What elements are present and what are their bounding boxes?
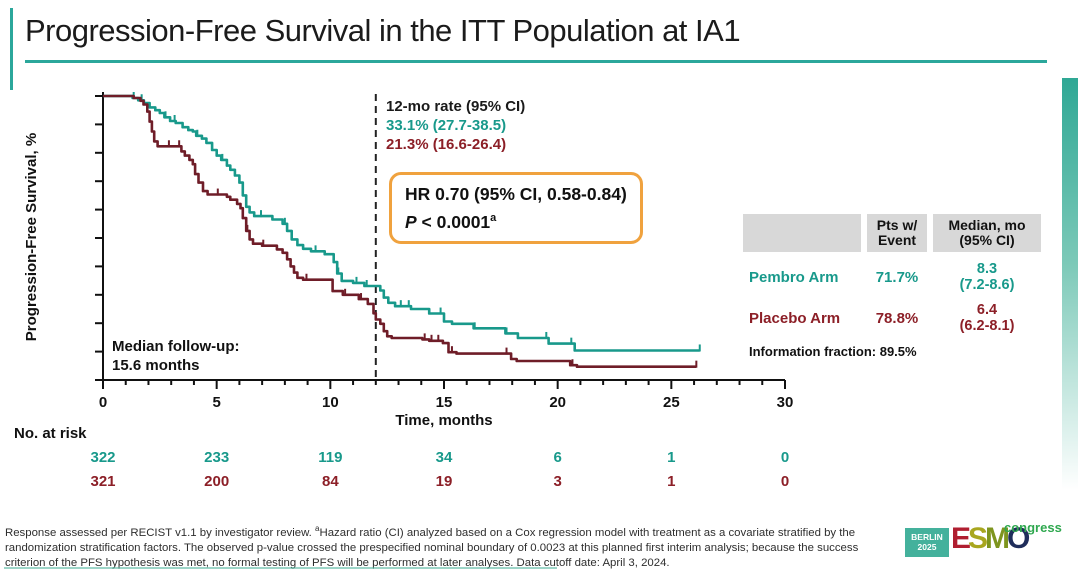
esmo-letter: O: [1007, 522, 1030, 555]
x-tick-label: 25: [663, 394, 680, 411]
footnote-line1: Response assessed per RECIST v1.1 by inv…: [5, 524, 856, 539]
at-risk-count: 0: [780, 449, 790, 466]
table-row-pembro: Pembro Arm 71.7% 8.3 (7.2-8.6): [743, 261, 1043, 293]
12mo-rate-annotation: 12-mo rate (95% CI) 33.1% (27.7-38.5) 21…: [386, 97, 525, 154]
pembro-median: 8.3 (7.2-8.6): [959, 261, 1015, 293]
summary-table-header: Pts w/ Event Median, mo (95% CI): [743, 214, 1043, 252]
pembro-arm-label: Pembro Arm: [749, 268, 839, 286]
summary-table: Pts w/ Event Median, mo (95% CI) Pembro …: [743, 214, 1043, 359]
x-tick-label: 10: [322, 394, 339, 411]
x-tick-label: 15: [436, 394, 453, 411]
esmo-letter: S: [968, 522, 988, 555]
esmo-congress-logo: BERLIN 2025 ESMO congress: [905, 520, 1065, 560]
footnote-line3: criterion of the PFS hypothesis was met,…: [5, 556, 670, 569]
header-pts-w-event: Pts w/ Event: [867, 214, 927, 252]
hr-value: HR 0.70 (95% CI, 0.58-0.84): [405, 184, 627, 204]
12mo-rate-title: 12-mo rate (95% CI): [386, 98, 526, 115]
no-at-risk-label: No. at risk: [14, 425, 87, 442]
berlin-2025-badge: BERLIN 2025: [905, 528, 949, 557]
at-risk-count: 233: [204, 449, 230, 466]
esmo-letter: E: [951, 522, 971, 555]
page-title: Progression-Free Survival in the ITT Pop…: [25, 13, 741, 48]
12mo-rate-pembro: 33.1% (27.7-38.5): [386, 117, 507, 134]
title-underline: [25, 60, 1047, 63]
at-risk-row-pembro: 322 233 119 34 6 1 0: [0, 449, 1080, 467]
footnote-line2: randomization stratification factors. Th…: [5, 541, 859, 554]
at-risk-count: 200: [204, 473, 230, 490]
pembro-event-pct: 71.7%: [875, 268, 919, 286]
placebo-event-pct: 78.8%: [875, 309, 919, 327]
at-risk-count: 321: [90, 473, 116, 490]
placebo-arm-label: Placebo Arm: [749, 309, 841, 327]
x-axis-label: Time, months: [395, 412, 493, 429]
median-followup-note: Median follow-up: 15.6 months: [112, 338, 240, 374]
x-tick-label: 0: [99, 394, 107, 411]
kaplan-meier-chart: 0102030405060708090100051015202530: [95, 91, 794, 411]
x-tick-label: 20: [549, 394, 566, 411]
at-risk-count: 1: [667, 449, 676, 466]
congress-label: congress: [1004, 520, 1062, 535]
at-risk-count: 84: [321, 473, 339, 490]
at-risk-row-placebo: 321 200 84 19 3 1 0: [0, 473, 1080, 491]
at-risk-count: 34: [435, 449, 453, 466]
at-risk-count: 3: [553, 473, 562, 490]
at-risk-count: 6: [553, 449, 562, 466]
at-risk-count: 19: [435, 473, 453, 490]
header-median: Median, mo (95% CI): [933, 214, 1041, 252]
table-row-placebo: Placebo Arm 78.8% 6.4 (6.2-8.1): [743, 302, 1043, 334]
placebo-median: 6.4 (6.2-8.1): [959, 302, 1015, 334]
right-accent-bar: [1062, 78, 1078, 490]
hazard-ratio-box: HR 0.70 (95% CI, 0.58-0.84) P < 0.0001a: [389, 172, 643, 244]
placebo-curve: [103, 94, 697, 368]
information-fraction: Information fraction: 89.5%: [749, 344, 917, 359]
y-axis-label: Progression-Free Survival, %: [23, 132, 40, 342]
at-risk-count: 322: [90, 449, 116, 466]
at-risk-count: 119: [318, 449, 343, 466]
12mo-rate-placebo: 21.3% (16.6-26.4): [386, 136, 507, 153]
esmo-wordmark: ESMO: [951, 521, 1030, 557]
at-risk-count: 0: [780, 473, 790, 490]
p-value: P < 0.0001a: [405, 211, 497, 232]
x-tick-label: 5: [212, 394, 220, 411]
at-risk-count: 1: [667, 473, 676, 490]
footnote-text: Response assessed per RECIST v1.1 by inv…: [5, 521, 873, 571]
left-accent-bar: [10, 8, 13, 90]
pembro-curve: [103, 94, 700, 352]
x-tick-label: 30: [777, 394, 794, 411]
footer-accent-line: [4, 567, 557, 569]
esmo-letter: M: [985, 522, 1010, 555]
header-empty-cell: [743, 214, 861, 252]
